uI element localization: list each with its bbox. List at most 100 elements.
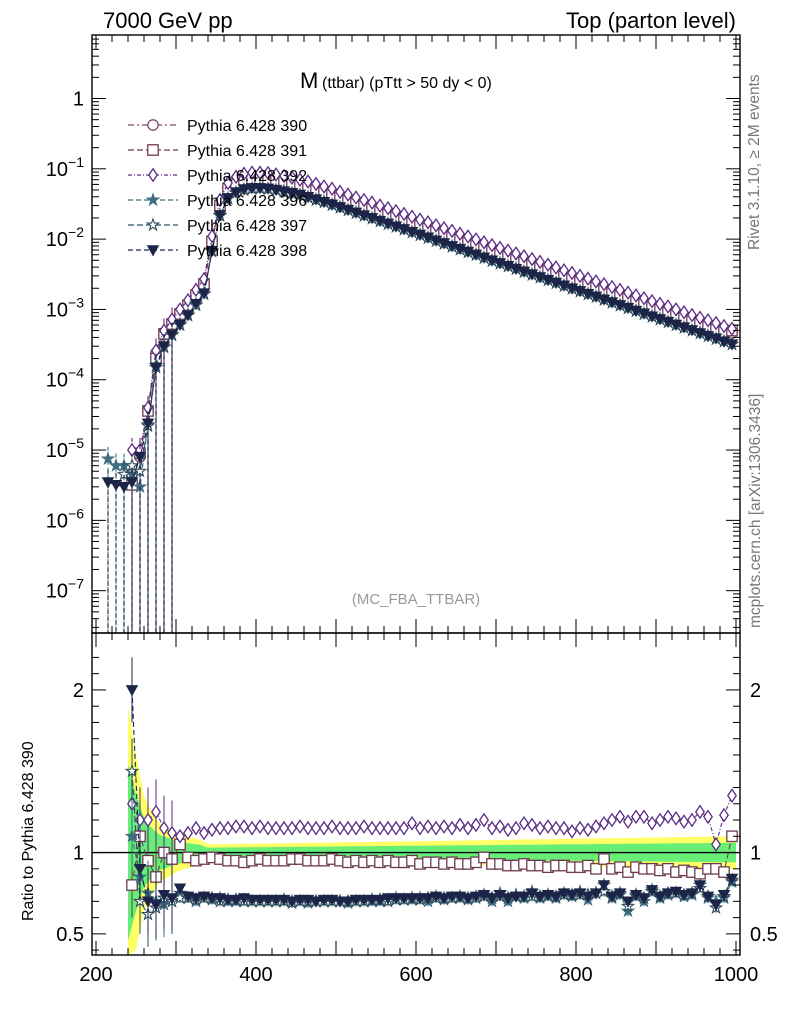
main-data-point — [615, 282, 625, 298]
ratio-data-point — [223, 820, 233, 836]
ratio-data-point — [287, 820, 297, 836]
main-data-point — [535, 254, 545, 270]
ratio-data-point — [509, 891, 523, 903]
main-data-point — [687, 307, 697, 323]
main-data-point — [311, 176, 321, 192]
ratio-series-line — [131, 689, 733, 906]
main-data-point — [247, 165, 257, 181]
ratio-data-point — [455, 817, 465, 833]
ratio-data-point — [591, 819, 601, 834]
ratio-data-point — [645, 885, 659, 897]
main-data-point — [359, 192, 369, 208]
ratio-data-point — [717, 890, 731, 902]
main-data-point — [175, 302, 185, 317]
ratio-data-point — [263, 820, 273, 836]
main-data-point — [327, 181, 337, 197]
main-data-point — [295, 172, 305, 188]
ratio-data-point — [205, 893, 219, 905]
legend-entry-label: Pythia 6.428 392 — [187, 168, 307, 185]
ratio-data-point — [527, 817, 537, 833]
ratio-data-point — [335, 820, 345, 836]
main-data-point — [279, 168, 289, 184]
main-y-tick-label: 1 — [73, 88, 84, 110]
analysis-watermark: (MC_FBA_TTBAR) — [352, 591, 480, 608]
main-data-point — [191, 282, 201, 298]
ratio-data-point — [461, 893, 475, 905]
main-data-point — [183, 292, 193, 308]
main-data-point — [711, 315, 721, 331]
main-data-point — [663, 299, 673, 314]
ratio-data-point — [125, 685, 139, 697]
ratio-data-point — [407, 815, 417, 831]
ratio-data-point — [126, 879, 138, 891]
legend-marker — [147, 144, 159, 156]
main-data-point — [207, 228, 217, 244]
main-data-point — [245, 183, 259, 195]
ratio-data-point — [669, 886, 683, 899]
main-data-point — [375, 198, 385, 213]
ratio-data-point — [431, 820, 441, 836]
x-tick-label: 200 — [79, 964, 112, 986]
main-data-point — [519, 248, 529, 264]
ratio-data-point — [629, 890, 643, 902]
ratio-data-point — [317, 894, 331, 907]
ratio-data-point — [397, 893, 411, 905]
legend-marker — [147, 119, 159, 131]
ratio-data-point — [247, 820, 257, 836]
ratio-data-point — [693, 880, 707, 892]
main-data-point — [157, 341, 171, 353]
main-data-point — [255, 165, 265, 181]
main-data-point — [703, 312, 713, 328]
main-data-point — [543, 257, 553, 273]
main-data-point — [133, 452, 147, 464]
ratio-data-point — [245, 894, 259, 907]
ratio-data-point — [485, 893, 499, 905]
ratio-data-point — [575, 820, 585, 836]
ratio-data-point — [655, 812, 665, 828]
ratio-data-point — [141, 896, 155, 908]
ratio-data-point — [573, 888, 587, 900]
main-data-point — [383, 200, 393, 216]
ratio-plot-frame — [91, 632, 741, 956]
ratio-data-point — [357, 894, 371, 907]
ratio-data-point — [477, 890, 491, 902]
main-data-point — [695, 310, 705, 326]
ratio-data-point — [239, 819, 249, 834]
ratio-data-point — [605, 891, 619, 903]
main-data-point — [647, 293, 657, 309]
ratio-data-point — [607, 812, 617, 828]
main-data-point — [623, 285, 633, 301]
ratio-data-point — [719, 807, 729, 823]
ratio-data-point — [327, 819, 337, 834]
ratio-data-point — [189, 893, 203, 905]
main-data-point — [447, 223, 457, 239]
legend-marker — [148, 167, 158, 183]
main-data-point — [551, 260, 561, 275]
ratio-data-point — [405, 893, 419, 905]
ratio-data-point — [413, 893, 427, 905]
ratio-data-point — [269, 894, 283, 907]
ratio-data-point — [551, 820, 561, 836]
ratio-data-point — [535, 820, 545, 836]
ratio-data-point — [319, 820, 329, 836]
ratio-data-point — [271, 820, 281, 836]
ratio-data-point — [445, 891, 459, 903]
main-data-point — [679, 304, 689, 320]
ratio-data-point — [143, 812, 153, 828]
x-tick-label: 800 — [559, 964, 592, 986]
ratio-data-point — [718, 866, 730, 878]
ratio-data-point — [255, 819, 265, 834]
ratio-data-point — [351, 820, 361, 836]
header-right-label: Top (parton level) — [566, 8, 736, 33]
ratio-data-point — [149, 899, 163, 912]
ratio-data-point — [501, 893, 515, 905]
main-y-tick-label: 10−4 — [46, 365, 84, 392]
ratio-data-point — [207, 822, 217, 838]
legend-marker — [145, 192, 161, 207]
main-data-point — [415, 212, 425, 228]
ratio-data-point — [703, 809, 713, 825]
main-data-point — [319, 179, 329, 194]
main-data-point — [503, 243, 513, 259]
main-data-point — [407, 209, 417, 225]
ratio-data-point — [439, 819, 449, 834]
